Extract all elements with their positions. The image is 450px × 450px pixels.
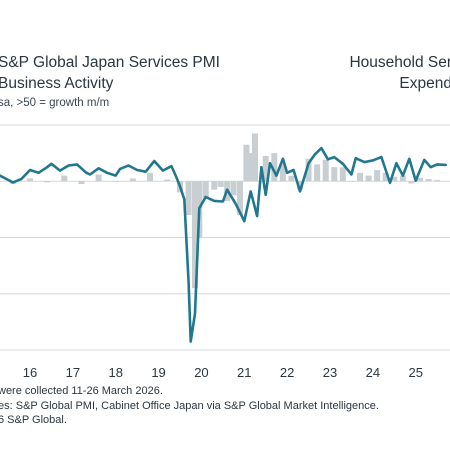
spending-bar	[129, 178, 136, 182]
chart-plot: 16 17 18 19 20 21 22 23 24 25	[0, 124, 450, 380]
spending-bar	[262, 155, 269, 182]
spending-bar	[271, 153, 278, 182]
spending-bar	[237, 181, 243, 215]
spending-bar	[211, 181, 218, 190]
spending-bar	[434, 180, 441, 182]
chart-title-right-line1: Household Ser	[349, 54, 450, 71]
chart-title-right-line2: Expend	[399, 75, 450, 92]
x-tick-label: 20	[194, 365, 208, 380]
x-tick-label: 24	[366, 365, 380, 380]
spending-bar	[112, 181, 119, 182]
chart-subtitle: sa, >50 = growth m/m	[0, 97, 110, 109]
spending-bar	[217, 181, 224, 187]
spending-bar	[314, 164, 321, 182]
chart-title-left-line2: Business Activity	[0, 75, 114, 92]
spending-bar	[279, 164, 286, 182]
footnote-line-2: es: S&P Global PMI, Cabinet Office Japan…	[0, 400, 379, 412]
spending-bar	[357, 172, 363, 182]
spending-bar	[230, 181, 237, 196]
x-tick-label: 21	[237, 365, 251, 380]
spending-bar	[95, 174, 102, 182]
spending-bar	[305, 158, 312, 182]
spending-bar	[164, 179, 171, 182]
spending-bar	[202, 181, 209, 199]
spending-bar	[331, 167, 338, 182]
x-tick-label: 23	[323, 365, 337, 380]
spending-bar	[348, 181, 355, 182]
x-tick-label: 22	[280, 365, 294, 380]
spending-bar	[147, 172, 153, 182]
spending-bar	[382, 172, 389, 182]
spending-bar	[339, 167, 346, 182]
spending-bar	[374, 170, 381, 182]
footnote-line-1: were collected 11-26 March 2026.	[0, 385, 163, 397]
spending-bar	[399, 175, 406, 182]
spending-bar	[252, 133, 258, 182]
x-tick-label: 16	[23, 365, 37, 380]
spending-bar	[322, 159, 329, 182]
footnote-line-3: 6 S&P Global.	[0, 414, 67, 426]
spending-bar	[297, 181, 303, 190]
spending-bar	[247, 153, 254, 182]
chart-title-right: Household Ser Expend	[349, 52, 450, 94]
spending-bar	[425, 179, 432, 182]
spending-bar	[365, 175, 372, 182]
spending-bar	[78, 181, 85, 185]
spending-bar	[408, 181, 415, 184]
spending-bar	[44, 181, 51, 183]
pmi-line	[0, 146, 448, 343]
chart-title-left-line1: S&P Global Japan Services PMI	[0, 54, 220, 71]
spending-bar	[391, 176, 398, 182]
x-tick-label: 25	[408, 365, 422, 380]
spending-bar	[185, 181, 192, 215]
spending-bar	[192, 181, 198, 289]
spending-bar	[61, 175, 68, 182]
x-tick-label: 18	[108, 365, 122, 380]
spending-bar	[27, 178, 33, 182]
spending-bar	[288, 175, 295, 182]
x-tick-label: 19	[151, 365, 165, 380]
x-tick-label: 17	[66, 365, 80, 380]
spending-bar	[243, 144, 250, 182]
chart-title-left: S&P Global Japan Services PMI Business A…	[0, 52, 220, 94]
spending-bar	[417, 177, 423, 182]
